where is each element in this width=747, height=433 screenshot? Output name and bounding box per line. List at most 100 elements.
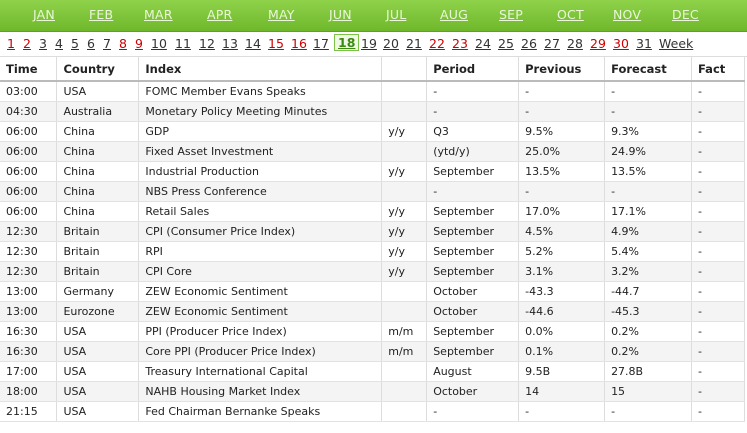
day-link-29[interactable]: 29	[590, 36, 606, 51]
cell-previous: 3.1%	[518, 261, 606, 282]
header-forecast: Forecast	[604, 57, 692, 82]
month-link-may[interactable]: MAY	[268, 7, 295, 22]
day-link-4[interactable]: 4	[55, 36, 63, 51]
month-link-apr[interactable]: APR	[207, 7, 233, 22]
day-link-6[interactable]: 6	[87, 36, 95, 51]
day-link-18[interactable]: 18	[334, 34, 360, 51]
cell-index: GDP	[138, 121, 383, 142]
month-link-feb[interactable]: FEB	[89, 7, 114, 22]
cell-country: Britain	[56, 261, 140, 282]
cell-index: Core PPI (Producer Price Index)	[138, 341, 383, 362]
cell-country: China	[56, 121, 140, 142]
header-period: Period	[426, 57, 520, 82]
cell-unit: y/y	[381, 121, 428, 142]
cell-time: 18:00	[0, 381, 58, 402]
cell-index: ZEW Economic Sentiment	[138, 281, 383, 302]
cell-country: China	[56, 201, 140, 222]
day-link-2[interactable]: 2	[23, 36, 31, 51]
month-link-jan[interactable]: JAN	[33, 7, 55, 22]
cell-fact: -	[691, 261, 745, 282]
month-link-jul[interactable]: JUL	[386, 7, 407, 22]
cell-country: Eurozone	[56, 301, 140, 322]
day-link-27[interactable]: 27	[544, 36, 560, 51]
day-link-31[interactable]: 31	[636, 36, 652, 51]
month-link-jun[interactable]: JUN	[329, 7, 352, 22]
cell-previous: 0.0%	[518, 321, 606, 342]
cell-previous: 17.0%	[518, 201, 606, 222]
month-link-oct[interactable]: OCT	[557, 7, 584, 22]
cell-previous: -44.6	[518, 301, 606, 322]
day-link-7[interactable]: 7	[103, 36, 111, 51]
cell-unit: y/y	[381, 201, 428, 222]
day-link-20[interactable]: 20	[383, 36, 399, 51]
table-row: 17:00 USA Treasury International Capital Au…	[0, 361, 745, 382]
cell-unit	[381, 281, 428, 302]
day-link-23[interactable]: 23	[452, 36, 468, 51]
cell-fact: -	[691, 401, 745, 422]
day-link-15[interactable]: 15	[268, 36, 284, 51]
cell-unit: y/y	[381, 261, 428, 282]
day-link-24[interactable]: 24	[475, 36, 491, 51]
table-row: 06:00 China Industrial Production y/y Septem…	[0, 161, 745, 182]
week-link[interactable]: Week	[659, 36, 694, 51]
cell-fact: -	[691, 121, 745, 142]
cell-fact: -	[691, 361, 745, 382]
cell-time: 16:30	[0, 321, 58, 342]
day-link-14[interactable]: 14	[245, 36, 261, 51]
month-link-nov[interactable]: NOV	[613, 7, 642, 22]
cell-period: -	[426, 81, 520, 102]
cell-time: 16:30	[0, 341, 58, 362]
cell-period: -	[426, 101, 520, 122]
day-link-21[interactable]: 21	[406, 36, 422, 51]
cell-time: 13:00	[0, 301, 58, 322]
month-link-aug[interactable]: AUG	[440, 7, 468, 22]
cell-country: China	[56, 141, 140, 162]
cell-index: ZEW Economic Sentiment	[138, 301, 383, 322]
cell-forecast: 3.2%	[604, 261, 692, 282]
day-link-12[interactable]: 12	[199, 36, 215, 51]
day-bar: 1 2 3 4 5 6 7 8 9 10 11 12 13 14 15 16 17 18 19 20 21 22 23 24 2…	[0, 32, 747, 57]
day-link-5[interactable]: 5	[71, 36, 79, 51]
month-link-mar[interactable]: MAR	[144, 7, 173, 22]
cell-previous: 9.5%	[518, 121, 606, 142]
cell-index: CPI (Consumer Price Index)	[138, 221, 383, 242]
day-link-10[interactable]: 10	[151, 36, 167, 51]
cell-fact: -	[691, 241, 745, 262]
day-link-30[interactable]: 30	[613, 36, 629, 51]
cell-period: -	[426, 181, 520, 202]
cell-previous: -	[518, 181, 606, 202]
table-row: 16:30 USA Core PPI (Producer Price Index) m…	[0, 341, 745, 362]
month-link-dec[interactable]: DEC	[672, 7, 699, 22]
day-link-9[interactable]: 9	[135, 36, 143, 51]
day-link-11[interactable]: 11	[175, 36, 191, 51]
cell-index: NAHB Housing Market Index	[138, 381, 383, 402]
cell-country: USA	[56, 321, 140, 342]
cell-index: CPI Core	[138, 261, 383, 282]
day-link-25[interactable]: 25	[498, 36, 514, 51]
day-link-26[interactable]: 26	[521, 36, 537, 51]
day-link-17[interactable]: 17	[313, 36, 329, 51]
cell-unit	[381, 401, 428, 422]
day-link-28[interactable]: 28	[567, 36, 583, 51]
day-link-19[interactable]: 19	[361, 36, 377, 51]
cell-unit: y/y	[381, 221, 428, 242]
month-link-sep[interactable]: SEP	[499, 7, 523, 22]
cell-unit	[381, 81, 428, 102]
day-link-16[interactable]: 16	[291, 36, 307, 51]
day-link-22[interactable]: 22	[429, 36, 445, 51]
header-time: Time	[0, 57, 58, 82]
cell-unit	[381, 181, 428, 202]
day-link-13[interactable]: 13	[222, 36, 238, 51]
cell-previous: 25.0%	[518, 141, 606, 162]
day-link-8[interactable]: 8	[119, 36, 127, 51]
header-previous: Previous	[518, 57, 606, 82]
cell-time: 03:00	[0, 81, 58, 102]
cell-time: 21:15	[0, 401, 58, 422]
cell-previous: -	[518, 401, 606, 422]
cell-previous: -43.3	[518, 281, 606, 302]
day-link-3[interactable]: 3	[39, 36, 47, 51]
cell-index: Monetary Policy Meeting Minutes	[138, 101, 383, 122]
cell-period: September	[426, 241, 520, 262]
day-link-1[interactable]: 1	[7, 36, 15, 51]
cell-period: August	[426, 361, 520, 382]
